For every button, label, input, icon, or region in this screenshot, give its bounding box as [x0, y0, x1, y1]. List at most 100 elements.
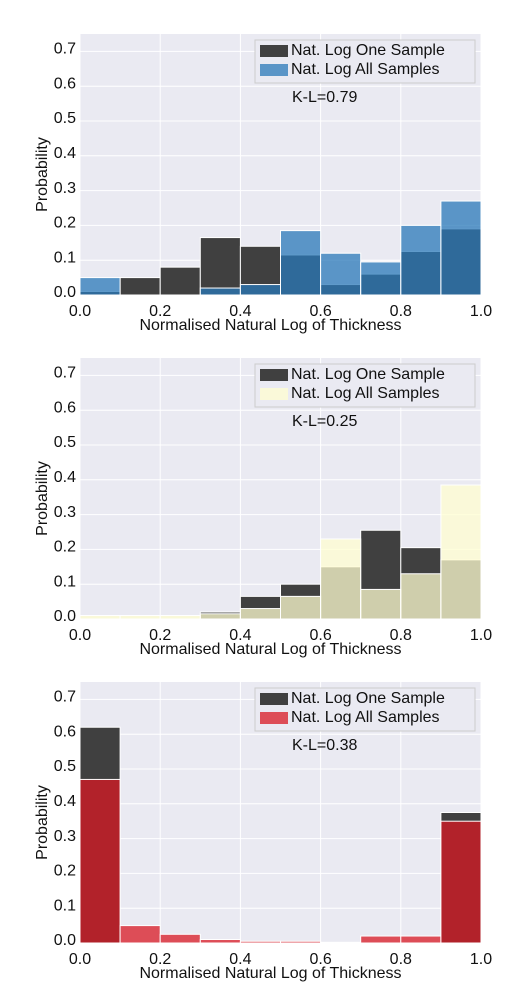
- x-tick-label: 0.0: [69, 303, 91, 320]
- histogram-bar: [280, 595, 322, 620]
- histogram-bar: [159, 933, 201, 944]
- histogram-panel: 0.0 0.1 0.2 0.3 0.4 0.5 0.6 0.7 0.0 0.2 0.4 0.6 0.8 1…: [34, 34, 492, 334]
- x-tick-label: 0.4: [229, 627, 251, 644]
- x-tick-label: 1.0: [470, 627, 492, 644]
- histogram-bar: [119, 925, 161, 944]
- y-tick-label: 0.0: [54, 932, 76, 949]
- histogram-bar: [360, 588, 402, 620]
- x-tick-label: 0.0: [69, 627, 91, 644]
- histogram-bar: [159, 615, 201, 620]
- x-tick-label: 0.0: [69, 951, 91, 968]
- y-tick-label: 0.6: [54, 723, 76, 740]
- histogram-bar: [320, 941, 362, 944]
- y-tick-label: 0.5: [54, 434, 76, 451]
- histogram-panel: 0.0 0.1 0.2 0.3 0.4 0.5 0.6 0.7 0.0 0.2 0.4 0.6 0.8 1…: [34, 358, 492, 658]
- x-tick-label: 0.4: [229, 951, 251, 968]
- y-tick-label: 0.2: [54, 215, 76, 232]
- histogram-bar: [239, 940, 281, 944]
- legend-label: Nat. Log All Samples: [291, 709, 440, 726]
- y-tick-label: 0.3: [54, 828, 76, 845]
- histogram-bar: [440, 484, 482, 620]
- legend-label: Nat. Log One Sample: [291, 366, 445, 383]
- legend-label: Nat. Log One Sample: [291, 42, 445, 59]
- histogram-bar: [79, 615, 121, 620]
- histogram-bar: [280, 230, 322, 296]
- y-axis-label: Probability: [34, 137, 51, 212]
- y-tick-label: 0.4: [54, 469, 76, 486]
- histogram-bar: [440, 200, 482, 296]
- x-tick-label: 0.6: [309, 303, 331, 320]
- y-tick-label: 0.0: [54, 284, 76, 301]
- histogram-bar: [199, 939, 241, 944]
- y-axis-label: Probability: [34, 785, 51, 860]
- y-tick-label: 0.7: [54, 365, 76, 382]
- histogram-bar: [320, 538, 362, 620]
- histogram-bar: [360, 261, 402, 296]
- histogram-bar: [119, 615, 161, 620]
- histogram-bar: [400, 935, 442, 944]
- histogram-bar: [159, 266, 201, 296]
- x-tick-label: 1.0: [470, 303, 492, 320]
- y-tick-label: 0.1: [54, 573, 76, 590]
- annotation: K-L=0.79: [292, 89, 357, 106]
- histogram-bar: [119, 277, 161, 296]
- histogram-bar: [199, 287, 241, 296]
- histogram-bar: [199, 613, 241, 620]
- histogram-bar: [360, 935, 402, 944]
- legend-swatch: [260, 712, 288, 724]
- y-tick-label: 0.5: [54, 758, 76, 775]
- y-tick-label: 0.3: [54, 180, 76, 197]
- legend-label: Nat. Log All Samples: [291, 385, 440, 402]
- x-tick-label: 1.0: [470, 951, 492, 968]
- x-tick-label: 0.2: [149, 951, 171, 968]
- histogram-bar: [239, 284, 281, 296]
- histogram-bar: [79, 277, 121, 296]
- y-axis-label: Probability: [34, 461, 51, 536]
- y-tick-label: 0.0: [54, 608, 76, 625]
- y-tick-label: 0.2: [54, 539, 76, 556]
- legend-swatch: [260, 388, 288, 400]
- y-tick-label: 0.3: [54, 504, 76, 521]
- x-tick-label: 0.8: [390, 627, 412, 644]
- x-axis-label: Normalised Natural Log of Thickness: [139, 317, 401, 334]
- histogram-bar: [79, 778, 121, 944]
- legend-box: [254, 39, 476, 84]
- y-tick-label: 0.6: [54, 75, 76, 92]
- histogram-bar: [320, 252, 362, 296]
- y-tick-label: 0.1: [54, 249, 76, 266]
- annotation: K-L=0.38: [292, 737, 357, 754]
- legend-swatch: [260, 693, 288, 705]
- legend-label: Nat. Log All Samples: [291, 61, 440, 78]
- legend-label: Nat. Log One Sample: [291, 690, 445, 707]
- histogram-bar: [199, 237, 241, 296]
- legend-swatch: [260, 369, 288, 381]
- y-tick-label: 0.6: [54, 399, 76, 416]
- histogram-bar: [400, 224, 442, 296]
- y-tick-label: 0.4: [54, 793, 76, 810]
- histogram-bar: [440, 820, 482, 944]
- legend-swatch: [260, 64, 288, 76]
- annotation: K-L=0.25: [292, 413, 357, 430]
- x-tick-label: 0.2: [149, 303, 171, 320]
- y-tick-label: 0.1: [54, 897, 76, 914]
- x-tick-label: 0.2: [149, 627, 171, 644]
- y-tick-label: 0.7: [54, 41, 76, 58]
- x-tick-label: 0.4: [229, 303, 251, 320]
- histogram-bar: [400, 573, 442, 620]
- x-tick-label: 0.6: [309, 951, 331, 968]
- y-tick-label: 0.2: [54, 863, 76, 880]
- y-tick-label: 0.4: [54, 145, 76, 162]
- y-tick-label: 0.7: [54, 689, 76, 706]
- legend-box: [254, 363, 476, 408]
- x-tick-label: 0.8: [390, 303, 412, 320]
- legend-swatch: [260, 45, 288, 57]
- legend-box: [254, 687, 476, 732]
- x-tick-label: 0.6: [309, 627, 331, 644]
- histogram-bar: [239, 608, 281, 620]
- x-axis-label: Normalised Natural Log of Thickness: [139, 641, 401, 658]
- histogram-bar: [280, 940, 322, 944]
- x-axis-label: Normalised Natural Log of Thickness: [139, 965, 401, 982]
- y-tick-label: 0.5: [54, 110, 76, 127]
- x-tick-label: 0.8: [390, 951, 412, 968]
